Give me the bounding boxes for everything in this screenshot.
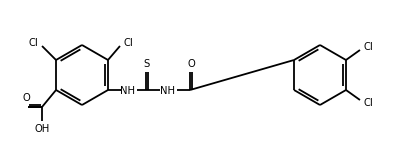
Text: Cl: Cl <box>28 38 38 48</box>
Text: NH: NH <box>160 86 175 96</box>
Text: Cl: Cl <box>123 38 133 48</box>
Text: OH: OH <box>35 124 50 134</box>
Text: NH: NH <box>120 86 136 96</box>
Text: O: O <box>22 93 30 103</box>
Text: Cl: Cl <box>363 98 373 108</box>
Text: O: O <box>187 59 195 69</box>
Text: Cl: Cl <box>363 42 373 52</box>
Text: S: S <box>144 59 150 69</box>
